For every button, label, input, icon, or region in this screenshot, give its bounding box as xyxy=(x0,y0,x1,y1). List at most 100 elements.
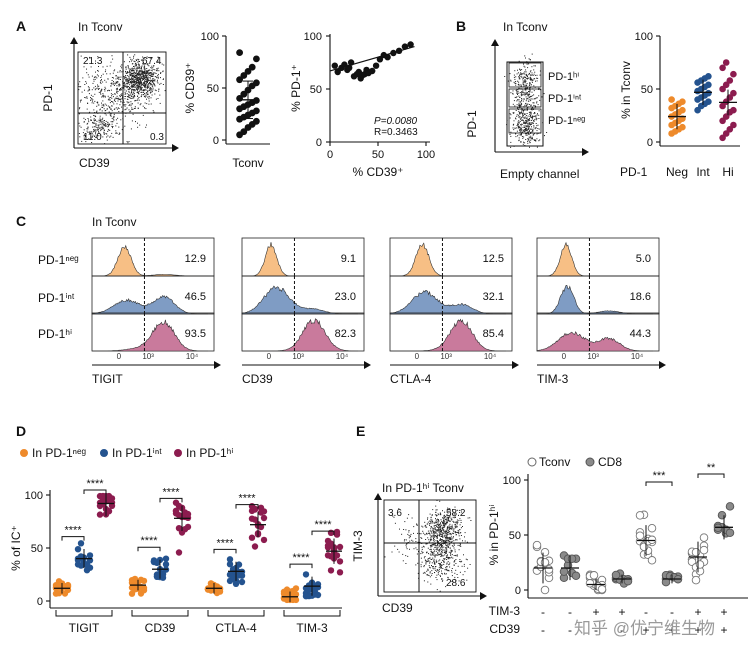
flow-event xyxy=(532,133,534,135)
flow-event xyxy=(519,104,521,106)
flow-event xyxy=(441,545,443,547)
flow-a-xlabel: CD39 xyxy=(79,156,110,170)
panel-label-c: C xyxy=(16,213,26,229)
legend-neg-dot xyxy=(20,449,28,457)
flow-event xyxy=(103,129,105,131)
flow-event xyxy=(143,72,145,74)
sig-stars: **** xyxy=(314,519,332,531)
flow-event xyxy=(440,522,442,524)
flow-event xyxy=(536,74,538,76)
flow-event xyxy=(146,78,148,80)
flow-event xyxy=(123,101,125,103)
flow-event xyxy=(125,67,127,69)
flow-event xyxy=(134,100,136,102)
flow-event xyxy=(445,547,447,549)
flow-event xyxy=(83,121,85,123)
flow-event xyxy=(101,118,103,120)
flow-event xyxy=(458,509,460,511)
flow-event xyxy=(521,110,523,112)
flow-event xyxy=(522,94,524,96)
flow-event xyxy=(535,117,537,119)
flow-event xyxy=(90,66,92,68)
flow-event xyxy=(519,92,521,93)
flow-event xyxy=(516,130,518,132)
flow-event xyxy=(444,534,446,536)
flow-event xyxy=(523,111,524,113)
flow-event xyxy=(125,86,127,88)
flow-event xyxy=(521,123,523,125)
row2-sign: - xyxy=(620,623,624,637)
flow-event xyxy=(531,109,533,111)
flow-event xyxy=(148,98,150,100)
flow-event xyxy=(528,94,530,96)
flow-event xyxy=(128,95,130,97)
flow-event xyxy=(436,536,437,537)
flow-event xyxy=(430,583,432,585)
flow-event xyxy=(148,103,150,105)
flow-event xyxy=(524,117,526,119)
flow-event xyxy=(441,551,443,552)
flow-event xyxy=(135,68,137,70)
flow-event xyxy=(442,559,444,561)
flow-event xyxy=(95,136,97,138)
flow-event xyxy=(98,125,100,127)
flow-event xyxy=(126,85,128,87)
flow-event xyxy=(129,81,131,83)
flow-event xyxy=(132,85,134,87)
flow-event xyxy=(95,123,97,125)
flow-event xyxy=(154,89,156,91)
flow-event xyxy=(121,93,123,95)
flow-event xyxy=(524,94,526,96)
flow-event xyxy=(429,549,431,551)
sig-stars: **** xyxy=(86,478,104,490)
flow-event xyxy=(128,88,130,90)
flow-event xyxy=(119,99,121,101)
flow-event xyxy=(83,137,85,139)
flow-event xyxy=(516,73,518,75)
flow-event xyxy=(433,533,435,535)
flow-event xyxy=(105,88,107,90)
flow-event xyxy=(94,126,96,128)
flow-event xyxy=(131,107,133,109)
flow-event xyxy=(103,132,105,134)
flow-event xyxy=(151,94,153,96)
flow-event xyxy=(134,86,136,88)
flow-event xyxy=(446,527,448,529)
flow-event xyxy=(109,65,111,67)
flow-event xyxy=(528,91,529,92)
flow-event xyxy=(147,63,149,65)
flow-event xyxy=(456,519,458,521)
flow-event xyxy=(528,100,530,102)
flow-event xyxy=(432,534,434,536)
flow-event xyxy=(437,547,439,549)
flow-event xyxy=(439,547,441,549)
flow-event xyxy=(107,108,108,110)
flow-event xyxy=(453,561,455,563)
flow-event xyxy=(90,94,92,96)
flow-event xyxy=(440,519,442,521)
row1-sign: + xyxy=(592,605,599,619)
flow-event xyxy=(459,559,461,560)
flow-event xyxy=(450,552,452,554)
flow-event xyxy=(149,57,151,59)
flow-event xyxy=(536,130,538,132)
flow-event xyxy=(522,83,524,85)
flow-event xyxy=(422,551,424,553)
flow-event xyxy=(126,72,128,74)
flow-event xyxy=(518,103,520,105)
flow-event xyxy=(515,117,516,119)
flow-event xyxy=(533,90,535,92)
flow-event xyxy=(459,532,461,534)
flow-event xyxy=(127,96,129,98)
flow-event xyxy=(132,63,134,65)
flow-event xyxy=(447,547,449,548)
tconv-point xyxy=(699,545,709,555)
flow-event xyxy=(522,109,524,111)
flow-event xyxy=(518,140,520,142)
flow-event xyxy=(118,85,120,87)
flow-event xyxy=(108,97,110,99)
flow-event xyxy=(535,139,536,141)
flow-event xyxy=(151,91,153,93)
flow-event xyxy=(518,120,520,122)
flow-event xyxy=(133,86,135,88)
